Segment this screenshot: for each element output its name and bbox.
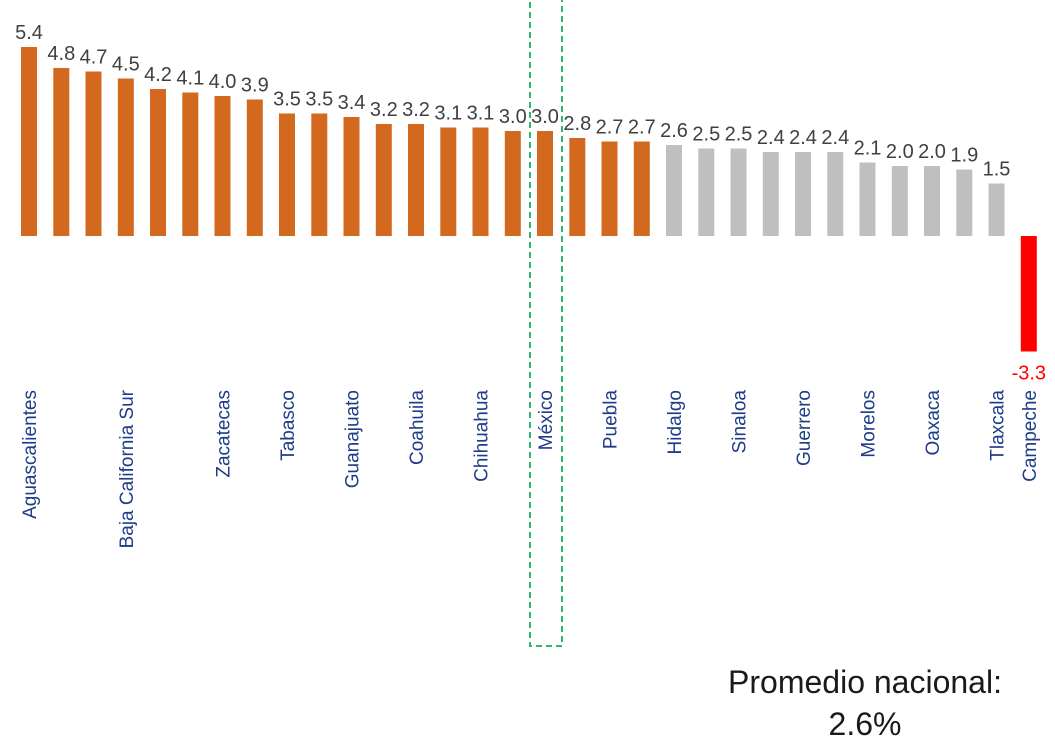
- category-label: Morelos: [859, 390, 880, 458]
- bar: [891, 166, 908, 236]
- bar: [53, 68, 70, 236]
- value-label: 4.7: [80, 47, 108, 69]
- value-label: 3.1: [467, 103, 495, 125]
- value-label: 3.9: [241, 75, 269, 97]
- bar: [827, 152, 844, 236]
- value-label: 2.5: [692, 124, 720, 146]
- value-label: 2.4: [821, 127, 849, 149]
- value-label: 5.4: [15, 22, 43, 44]
- bar: [246, 99, 263, 236]
- bar: [537, 131, 553, 236]
- value-label: 4.8: [47, 43, 75, 65]
- bar: [730, 148, 747, 236]
- footnote: Promedio nacional: 2.6%: [700, 660, 1030, 744]
- category-label: Tlaxcala: [988, 390, 1009, 461]
- value-label: 4.5: [112, 54, 140, 76]
- value-label: 2.4: [789, 127, 817, 149]
- category-label: Sinaloa: [730, 390, 751, 454]
- bar: [279, 113, 295, 236]
- value-label: -3.3: [1012, 363, 1046, 385]
- bar: [311, 113, 328, 236]
- category-label: Zacatecas: [214, 390, 235, 478]
- bar: [633, 141, 650, 236]
- category-label: Guanajuato: [343, 390, 364, 488]
- value-label: 2.4: [757, 127, 785, 149]
- value-label: 3.4: [338, 92, 366, 114]
- value-label: 3.0: [499, 106, 527, 128]
- value-label: 3.2: [370, 99, 398, 121]
- bar: [440, 127, 457, 236]
- bar: [375, 124, 392, 236]
- category-label: Campeche: [1020, 390, 1041, 482]
- bar: [1020, 236, 1037, 352]
- bar: [859, 162, 876, 236]
- value-label: 3.5: [305, 89, 333, 111]
- category-label: Oaxaca: [923, 390, 944, 456]
- bar: [182, 92, 199, 236]
- bar: [150, 89, 166, 236]
- value-labels-layer: 5.44.8 4.7 4.5 4.2 4.1 4.0 3.93.5 3.5 3.4 3.2 3.2 3…: [15, 22, 1046, 385]
- bar: [408, 124, 424, 236]
- value-label: 2.7: [628, 117, 656, 139]
- bar: [666, 145, 682, 236]
- footnote-label: Promedio nacional:: [728, 664, 1002, 700]
- bar: [214, 96, 231, 236]
- value-label: 4.1: [176, 68, 204, 90]
- category-label: Hidalgo: [665, 390, 686, 454]
- bar: [117, 78, 134, 236]
- value-label: 4.2: [144, 64, 172, 86]
- bar: [504, 131, 521, 236]
- category-labels-layer: Aguascalientes Baja California Sur Zacatec…: [20, 389, 1041, 548]
- highlight-box: [529, 0, 563, 647]
- bar: [472, 127, 489, 236]
- category-label: Puebla: [601, 390, 622, 450]
- value-label: 3.2: [402, 99, 430, 121]
- bar: [21, 47, 37, 236]
- bar: [698, 148, 715, 236]
- bar: [85, 71, 102, 236]
- value-label: 2.6: [660, 120, 688, 142]
- bar: [988, 183, 1005, 236]
- category-label: Guerrero: [794, 390, 815, 466]
- value-label: 1.5: [983, 159, 1011, 181]
- value-label: 2.5: [725, 124, 753, 146]
- footnote-value: 2.6%: [828, 706, 902, 742]
- value-label: 1.9: [950, 145, 978, 167]
- value-label: 2.1: [854, 138, 882, 160]
- value-label: 3.1: [434, 103, 462, 125]
- bar: [569, 138, 586, 236]
- value-label: 2.8: [563, 113, 591, 135]
- category-label: Chihuahua: [472, 390, 493, 482]
- bar: [795, 152, 811, 236]
- bar: [924, 166, 940, 236]
- bar: [343, 117, 360, 236]
- value-label: 4.0: [209, 71, 237, 93]
- category-label: Coahuila: [407, 390, 428, 465]
- category-label: Aguascalientes: [20, 390, 41, 519]
- bar-chart: 5.44.8 4.7 4.5 4.2 4.1 4.0 3.93.5 3.5 3.4 3.2 3.2 3…: [15, 0, 1046, 647]
- bar: [762, 152, 779, 236]
- category-label: Baja California Sur: [117, 389, 138, 548]
- value-label: 3.0: [531, 106, 559, 128]
- bar: [601, 141, 618, 236]
- value-label: 2.7: [596, 117, 624, 139]
- value-label: 2.0: [886, 141, 914, 163]
- bars-layer: [21, 47, 1037, 352]
- bar: [956, 169, 973, 236]
- category-label: México: [536, 390, 557, 450]
- value-label: 2.0: [918, 141, 946, 163]
- category-label: Tabasco: [278, 390, 299, 461]
- value-label: 3.5: [273, 89, 301, 111]
